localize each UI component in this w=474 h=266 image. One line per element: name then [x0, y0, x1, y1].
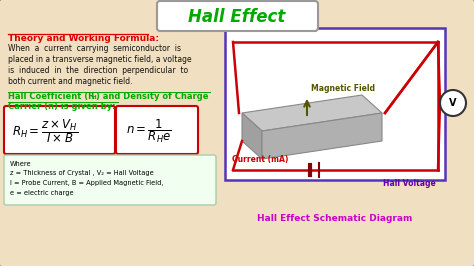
Text: e = electric charge: e = electric charge	[10, 189, 73, 196]
Circle shape	[440, 90, 466, 116]
Text: H: H	[92, 95, 97, 100]
Text: When  a  current  carrying  semiconductor  is: When a current carrying semiconductor is	[8, 44, 181, 53]
Polygon shape	[242, 95, 382, 131]
FancyBboxPatch shape	[4, 106, 115, 154]
Text: Where: Where	[10, 161, 32, 167]
FancyBboxPatch shape	[157, 1, 318, 31]
Polygon shape	[262, 113, 382, 159]
Text: Current (mA): Current (mA)	[232, 155, 288, 164]
Text: placed in a transverse magnetic field, a voltage: placed in a transverse magnetic field, a…	[8, 55, 191, 64]
FancyBboxPatch shape	[116, 106, 198, 154]
Text: Theory and Working Formula:: Theory and Working Formula:	[8, 34, 159, 43]
Text: Hall Effect: Hall Effect	[188, 8, 286, 26]
Text: Hall Voltage: Hall Voltage	[383, 179, 436, 188]
Text: $n = \dfrac{1}{R_H e}$: $n = \dfrac{1}{R_H e}$	[126, 117, 172, 145]
Text: $R_H = \dfrac{z \times V_H}{I \times B}$: $R_H = \dfrac{z \times V_H}{I \times B}$	[12, 117, 78, 145]
Text: V: V	[449, 98, 457, 108]
Text: both current and magnetic field.: both current and magnetic field.	[8, 77, 133, 86]
Text: z = Thickness of Crystal , V₂ = Hall Voltage: z = Thickness of Crystal , V₂ = Hall Vol…	[10, 171, 154, 177]
FancyBboxPatch shape	[4, 155, 216, 205]
Text: Hall Coefficient (R: Hall Coefficient (R	[8, 92, 95, 101]
Text: Hall Effect Schematic Diagram: Hall Effect Schematic Diagram	[257, 214, 413, 223]
Polygon shape	[242, 113, 262, 159]
Text: ) and Density of Charge: ) and Density of Charge	[96, 92, 209, 101]
Text: is  induced  in  the  direction  perpendicular  to: is induced in the direction perpendicula…	[8, 66, 188, 75]
FancyBboxPatch shape	[225, 28, 445, 180]
Text: I = Probe Current, B = Applied Magnetic Field,: I = Probe Current, B = Applied Magnetic …	[10, 180, 164, 186]
Text: Magnetic Field: Magnetic Field	[311, 84, 375, 93]
Text: Carrier (n) is given by:: Carrier (n) is given by:	[8, 102, 116, 111]
